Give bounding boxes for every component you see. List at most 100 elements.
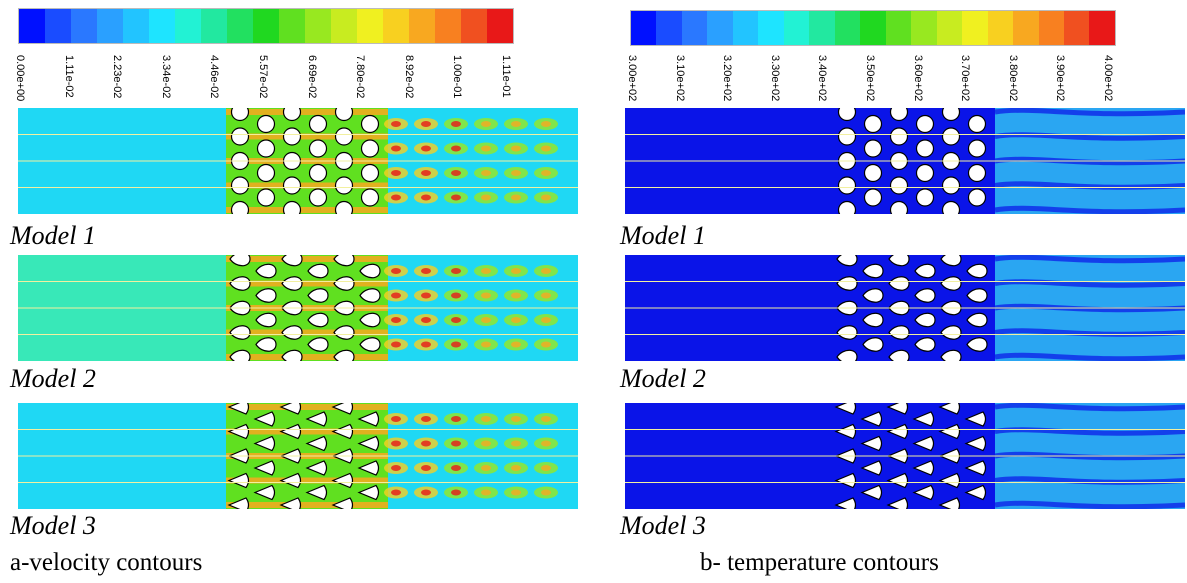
tube-obstacle: [255, 337, 277, 352]
tube-obstacle: [889, 176, 909, 195]
tube-obstacle: [837, 176, 857, 195]
colorbar-swatch: [383, 9, 409, 43]
velocity-model-2-label: Model 2: [10, 364, 96, 393]
colorbar-swatch: [45, 9, 71, 43]
tube-obstacle: [966, 263, 988, 279]
tube-obstacle: [862, 288, 884, 303]
colorbar-swatch: [97, 9, 123, 43]
tube-obstacle: [836, 255, 858, 267]
tube-obstacle: [307, 263, 329, 279]
colorbar-tick-label: 1.11e-02: [62, 55, 75, 98]
tube-obstacle: [915, 163, 935, 183]
tube-obstacle: [279, 403, 302, 415]
tube-obstacle: [281, 325, 303, 340]
tube-obstacle: [281, 349, 303, 361]
colorbar-tick-label: 0.00e+00: [14, 55, 26, 102]
tube-obstacle: [279, 497, 302, 509]
colorbar-swatch: [331, 9, 357, 43]
tube-obstacle: [938, 423, 961, 440]
colorbar-swatch: [987, 11, 1014, 45]
tube-obstacle: [357, 435, 380, 452]
tube-obstacle: [227, 472, 250, 489]
colorbar-tick-label: 3.10e+02: [673, 55, 686, 102]
tube-obstacle: [230, 176, 250, 195]
colorbar-swatch: [175, 9, 201, 43]
tube-obstacle: [255, 288, 277, 303]
velocity-model-3-label: Model 3: [10, 511, 96, 540]
tube-obstacle: [256, 163, 276, 183]
colorbar-swatch: [409, 9, 435, 43]
tube-obstacle: [305, 411, 328, 427]
tube-obstacle: [938, 497, 961, 509]
tube-obstacle: [888, 325, 910, 340]
tube-obstacle: [914, 263, 936, 279]
temperature-contour-svg: [625, 108, 1185, 214]
temperature-colorbar-ticks: 3.00e+02 3.10e+02 3.20e+02 3.30e+02 3.40e+02…: [626, 55, 1114, 105]
tube-obstacle: [331, 403, 354, 415]
tube-obstacle: [308, 188, 328, 207]
colorbar-swatch: [809, 11, 835, 45]
tube-obstacle: [862, 312, 884, 328]
tube-obstacle: [282, 127, 302, 146]
colorbar-swatch: [201, 9, 227, 43]
tube-obstacle: [888, 276, 910, 291]
tube-obstacle: [307, 337, 329, 352]
tube-obstacle: [307, 288, 329, 303]
tube-obstacle: [914, 337, 936, 352]
tube-obstacle: [360, 139, 380, 158]
tube-obstacle: [357, 411, 380, 427]
tube-obstacle: [964, 460, 987, 476]
tube-obstacle: [227, 423, 250, 440]
velocity-contour-model-3: [18, 403, 578, 509]
tube-obstacle: [229, 276, 251, 291]
tube-obstacle: [964, 411, 987, 427]
colorbar-tick-label: 3.80e+02: [1006, 55, 1019, 102]
tube-obstacle: [886, 472, 909, 489]
velocity-contour-model-1: [18, 108, 578, 214]
tube-obstacle: [227, 497, 250, 509]
colorbar-tick-label: 3.00e+02: [626, 55, 638, 102]
colorbar-tick-label: 6.69e-02: [305, 55, 318, 99]
tube-obstacle: [279, 472, 302, 489]
colorbar-swatch: [149, 9, 175, 43]
colorbar-swatch: [860, 11, 886, 45]
tube-obstacle: [941, 176, 961, 195]
temperature-contour-model-3: [625, 403, 1185, 509]
colorbar-swatch: [885, 11, 912, 45]
tube-obstacle: [357, 484, 380, 501]
colorbar-swatch: [19, 9, 45, 43]
colorbar-swatch: [1013, 11, 1039, 45]
colorbar-tick-label: 3.30e+02: [768, 55, 781, 102]
tube-obstacle: [253, 460, 276, 476]
colorbar-swatch: [732, 11, 759, 45]
tube-obstacle: [333, 349, 355, 361]
colorbar-swatch: [783, 11, 810, 45]
tube-obstacle: [331, 472, 354, 489]
colorbar-swatch: [1038, 11, 1064, 45]
colorbar-swatch: [681, 11, 708, 45]
colorbar-swatch: [631, 11, 657, 45]
tube-obstacle: [281, 276, 303, 291]
tube-obstacle: [860, 460, 883, 476]
tube-obstacle: [964, 484, 987, 501]
tube-obstacle: [886, 403, 909, 415]
temperature-contour-svg: [625, 403, 1185, 509]
tube-obstacle: [253, 435, 276, 452]
colorbar-swatch: [936, 11, 963, 45]
colorbar-swatch: [487, 9, 513, 43]
tube-obstacle: [227, 403, 250, 415]
colorbar-swatch: [707, 11, 733, 45]
tube-obstacle: [834, 423, 857, 440]
tube-obstacle: [938, 403, 961, 415]
tube-obstacle: [308, 163, 328, 183]
tube-obstacle: [941, 127, 961, 146]
temperature-contour-model-2: [625, 255, 1185, 361]
tube-obstacle: [253, 484, 276, 501]
tube-obstacle: [966, 337, 988, 352]
colorbar-tick-label: 4.46e-02: [208, 55, 221, 99]
colorbar-swatch: [123, 9, 149, 43]
tube-obstacle: [888, 255, 910, 267]
colorbar-tick-label: 1.00e-01: [451, 55, 464, 99]
tube-obstacle: [886, 423, 909, 440]
colorbar-tick-label: 3.50e+02: [864, 55, 876, 102]
